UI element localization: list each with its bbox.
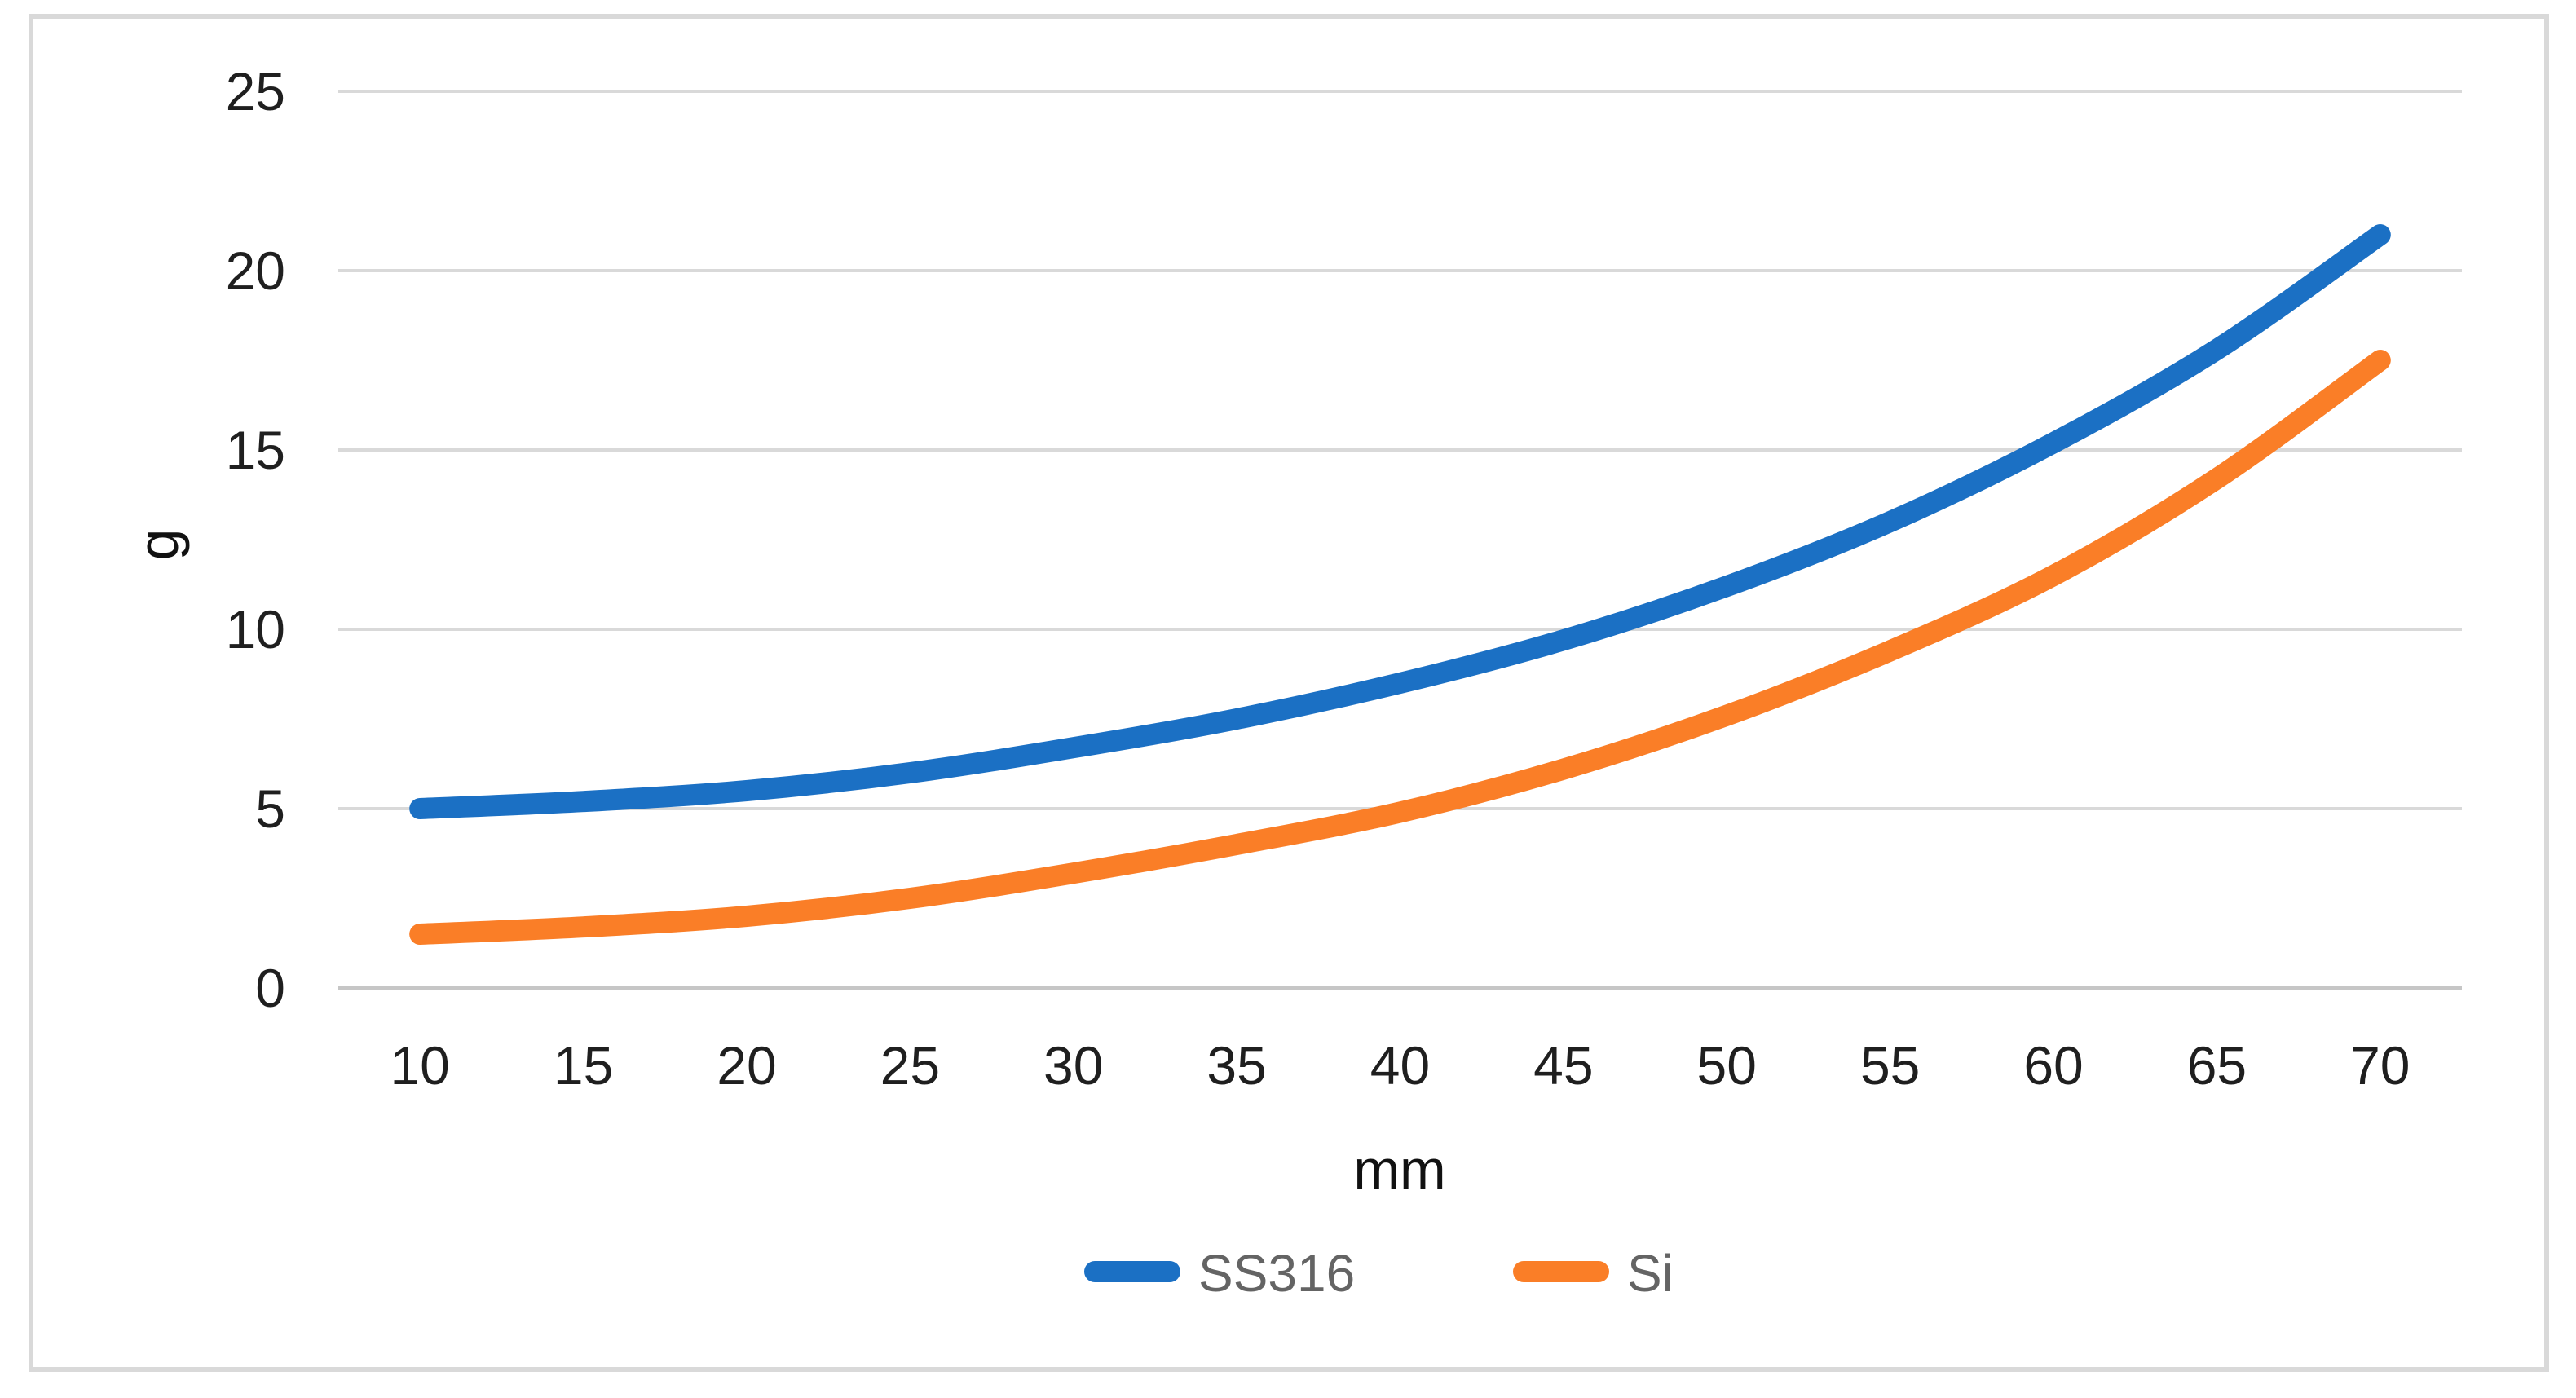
series-lines [409, 224, 2391, 945]
x-tick-label-50: 50 [1697, 1035, 1757, 1096]
x-tick-label-60: 60 [2023, 1035, 2083, 1096]
x-tick-label-25: 25 [880, 1035, 940, 1096]
x-tick-label-20: 20 [717, 1035, 776, 1096]
chart-border [29, 14, 2549, 1372]
y-tick-label-20: 20 [226, 240, 285, 301]
y-axis-title: g [126, 529, 190, 561]
x-tick-label-30: 30 [1043, 1035, 1103, 1096]
x-tick-label-70: 70 [2350, 1035, 2410, 1096]
x-tick-label-10: 10 [390, 1035, 449, 1096]
legend: SS316 Si [1084, 1244, 1674, 1303]
x-tick-label-65: 65 [2187, 1035, 2247, 1096]
x-axis-tick-labels: 10 15 20 25 30 35 40 45 50 55 60 65 70 [390, 1035, 2410, 1096]
y-axis-tick-labels: 0 5 10 15 20 25 [226, 61, 285, 1018]
gridlines [338, 90, 2462, 990]
y-tick-label-15: 15 [226, 420, 285, 480]
y-tick-label-10: 10 [226, 599, 285, 659]
x-axis-title: mm [1353, 1139, 1445, 1201]
legend-item-ss316: SS316 [1084, 1244, 1355, 1303]
x-tick-label-40: 40 [1370, 1035, 1430, 1096]
legend-label-ss316: SS316 [1198, 1244, 1355, 1303]
series-line-si [409, 350, 2391, 945]
series-line-ss316 [409, 224, 2391, 819]
x-tick-label-15: 15 [554, 1035, 613, 1096]
legend-swatch-ss316 [1084, 1261, 1180, 1282]
x-tick-label-55: 55 [1860, 1035, 1920, 1096]
y-tick-label-0: 0 [255, 958, 285, 1018]
y-tick-label-25: 25 [226, 61, 285, 121]
x-tick-label-45: 45 [1533, 1035, 1593, 1096]
legend-item-si: Si [1513, 1244, 1674, 1303]
legend-label-si: Si [1627, 1244, 1674, 1303]
legend-swatch-si [1513, 1261, 1609, 1282]
x-tick-label-35: 35 [1206, 1035, 1266, 1096]
y-tick-label-5: 5 [255, 778, 285, 839]
